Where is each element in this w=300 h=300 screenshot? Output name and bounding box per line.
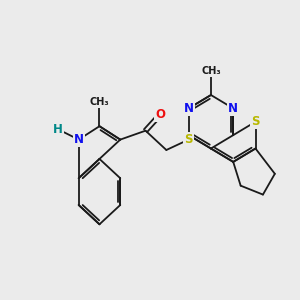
Text: H: H	[53, 123, 63, 136]
Text: S: S	[184, 133, 193, 146]
Text: N: N	[228, 102, 238, 115]
Text: N: N	[74, 133, 84, 146]
Text: S: S	[251, 115, 260, 128]
Text: O: O	[155, 108, 165, 121]
Text: CH₃: CH₃	[90, 98, 109, 107]
Text: CH₃: CH₃	[201, 66, 221, 76]
Text: N: N	[184, 102, 194, 115]
